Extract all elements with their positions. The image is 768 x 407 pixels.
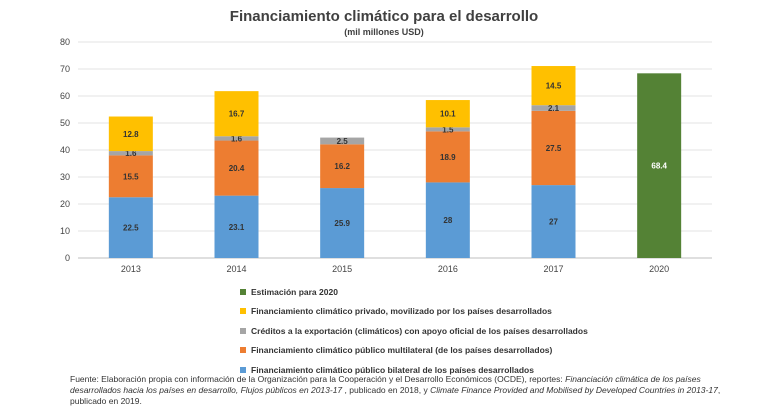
chart-legend: Estimación para 2020 Financiamiento climá…: [240, 282, 588, 380]
bar-segment: [531, 110, 576, 186]
data-label: 18.9: [440, 153, 456, 162]
bar-segment: [108, 116, 153, 152]
legend-label: Créditos a la exportación (climáticos) c…: [251, 325, 588, 336]
y-tick-label: 80: [60, 37, 70, 47]
data-label: 12.8: [123, 130, 139, 139]
chart-plot: 0 10 20 30 40 50 60 70 80 2013 22.5 15.5 1.6 12.8 2014…: [60, 37, 712, 274]
data-label: 27: [549, 218, 558, 227]
legend-swatch: [240, 366, 246, 373]
bar-segment: [108, 151, 153, 156]
bar-segment: [214, 136, 259, 141]
data-label: 27.5: [546, 144, 562, 153]
chart-title: Financiamiento climático para el desarro…: [229, 8, 539, 25]
bar-segment: [320, 144, 365, 189]
bar-segment: [320, 137, 365, 145]
data-label: 23.1: [229, 223, 245, 232]
y-tick-label: 70: [60, 64, 70, 74]
y-tick-label: 30: [60, 172, 70, 182]
bar-segment: [637, 73, 682, 258]
x-tick-label: 2013: [121, 264, 141, 274]
y-tick-label: 40: [60, 145, 70, 155]
bar-segment: [425, 131, 470, 183]
legend-item: Créditos a la exportación (climáticos) c…: [240, 321, 588, 341]
source-suffix: , publicado en 2019.: [70, 385, 721, 406]
data-label: 15.5: [123, 172, 139, 181]
legend-label: Financiamiento climático privado, movili…: [251, 306, 552, 317]
data-label: 10.1: [440, 110, 456, 119]
legend-item: Financiamiento climático público bilater…: [240, 360, 588, 380]
x-tick-label: 2016: [438, 264, 458, 274]
data-label: 2.1: [548, 104, 560, 113]
data-label: 25.9: [334, 219, 350, 228]
bar-segment: [531, 66, 576, 106]
data-label: 68.4: [651, 162, 667, 171]
data-label: 2.5: [337, 137, 349, 146]
source-title-2: Climate Finance Provided and Mobilised b…: [430, 385, 718, 395]
source-title-1: Financiación climática de los países des…: [70, 374, 701, 395]
y-tick-label: 50: [60, 118, 70, 128]
data-label: 28: [443, 216, 452, 225]
legend-label: Financiamiento climático público multila…: [251, 345, 553, 356]
source-mid: , publicado en 2018, y: [342, 385, 431, 395]
bar-segment: [214, 195, 259, 258]
data-label: 1.5: [442, 125, 454, 134]
bar-segment: [425, 100, 470, 128]
legend-label: Estimación para 2020: [251, 286, 338, 297]
legend-item: Estimación para 2020: [240, 282, 588, 302]
bar-segment: [425, 182, 470, 258]
x-tick-label: 2015: [332, 264, 352, 274]
x-tick-label: 2020: [649, 264, 669, 274]
bar-segment: [108, 197, 153, 258]
data-label: 22.5: [123, 224, 139, 233]
legend-item: Financiamiento climático público multila…: [240, 341, 588, 361]
bar-segment: [531, 105, 576, 111]
data-label: 1.6: [125, 149, 137, 158]
chart-subtitle: (mil millones USD): [344, 27, 424, 37]
y-tick-label: 60: [60, 91, 70, 101]
x-tick-label: 2014: [226, 264, 246, 274]
legend-label: Financiamiento climático público bilater…: [251, 364, 534, 375]
legend-swatch: [240, 288, 246, 295]
bar-segment: [531, 185, 576, 258]
data-label: 20.4: [229, 164, 245, 173]
bar-segment: [425, 127, 470, 132]
data-label: 1.6: [231, 134, 243, 143]
legend-swatch: [240, 347, 246, 354]
legend-swatch: [240, 308, 246, 315]
legend-swatch: [240, 327, 246, 334]
y-tick-label: 20: [60, 199, 70, 209]
bar-segment: [108, 155, 153, 198]
legend-item: Financiamiento climático privado, movili…: [240, 302, 588, 322]
y-tick-label: 10: [60, 226, 70, 236]
source-note: Fuente: Elaboración propia con informaci…: [70, 374, 740, 407]
data-label: 16.2: [334, 162, 350, 171]
data-label: 14.5: [546, 82, 562, 91]
y-tick-label: 0: [65, 253, 70, 263]
source-prefix: Fuente: Elaboración propia con informaci…: [70, 374, 566, 384]
bar-segment: [214, 91, 259, 137]
bar-segment: [320, 188, 365, 258]
bar-segment: [214, 140, 259, 196]
data-label: 16.7: [229, 110, 245, 119]
x-tick-label: 2017: [543, 264, 563, 274]
